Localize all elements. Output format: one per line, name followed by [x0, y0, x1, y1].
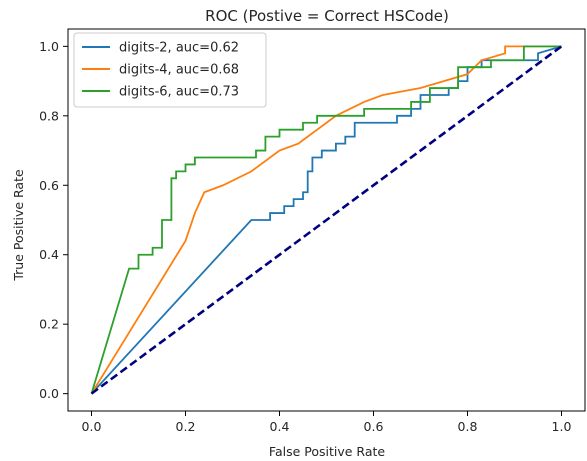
legend-label: digits-6, auc=0.73 [119, 85, 239, 100]
x-axis: 0.0 0.2 0.4 0.6 0.8 1.0 [82, 411, 572, 434]
x-tick-label: 0.0 [82, 419, 102, 434]
legend: digits-2, auc=0.62 digits-4, auc=0.68 digi… [73, 32, 267, 108]
y-tick-label: 1.0 [39, 39, 59, 54]
axes-frame [67, 28, 586, 412]
y-axis: 0.0 0.2 0.4 0.6 0.8 1.0 [39, 39, 68, 401]
x-axis-label: False Positive Rate [269, 444, 385, 459]
x-tick-label: 0.2 [176, 419, 196, 434]
legend-box [73, 32, 267, 108]
chart-title: ROC (Postive = Correct HSCode) [205, 7, 449, 25]
y-tick-label: 0.4 [39, 247, 59, 262]
legend-label: digits-4, auc=0.68 [119, 63, 239, 78]
y-tick-label: 0.6 [39, 178, 59, 193]
x-tick-label: 0.8 [458, 419, 478, 434]
series-line-3 [90, 45, 562, 394]
y-axis-label: True Positive Rate [11, 169, 26, 282]
y-tick-label: 0.2 [39, 317, 59, 332]
chance-diagonal-line [90, 45, 563, 395]
y-tick-label: 0.0 [39, 386, 59, 401]
x-tick-label: 0.6 [364, 419, 384, 434]
x-tick-label: 1.0 [552, 419, 572, 434]
x-tick-label: 0.4 [270, 419, 290, 434]
plot-area [67, 28, 586, 412]
series-line-1 [90, 45, 562, 395]
y-tick-label: 0.8 [39, 108, 59, 123]
legend-label: digits-2, auc=0.62 [119, 41, 239, 56]
